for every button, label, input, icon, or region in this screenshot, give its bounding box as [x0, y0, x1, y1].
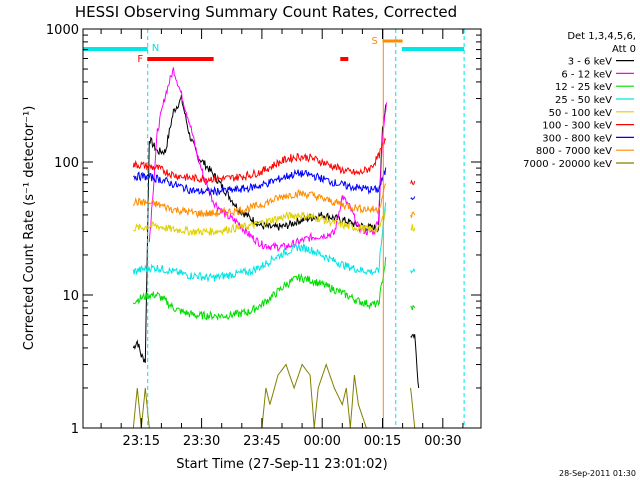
- legend-label: 50 - 100 keV: [549, 108, 613, 119]
- x-tick-label: 23:45: [243, 434, 280, 449]
- series-300-800-kev: [132, 167, 416, 201]
- series-line: [132, 94, 387, 364]
- flare-label: F: [137, 54, 143, 65]
- legend-header: Det 1,3,4,5,6,: [567, 31, 636, 42]
- series-line: [410, 387, 416, 428]
- series-line: [148, 67, 387, 253]
- x-tick-label: 00:00: [303, 434, 340, 449]
- series-line: [132, 167, 387, 197]
- series-line: [132, 256, 387, 321]
- series-line: [132, 137, 387, 184]
- legend-label: 7000 - 20000 keV: [523, 159, 612, 170]
- legend-label: 3 - 6 keV: [568, 57, 612, 68]
- legend-label: 25 - 50 keV: [555, 95, 612, 106]
- y-tick-label: 100: [54, 156, 79, 171]
- x-tick-label: 23:15: [123, 434, 160, 449]
- series-50-100-kev: [133, 208, 416, 237]
- saa-label: S: [372, 36, 378, 47]
- y-axis-label: Corrected Count Rate (s⁻¹ detector⁻¹): [22, 106, 37, 351]
- series-line: [410, 304, 416, 311]
- series-line: [132, 202, 387, 283]
- series-6-12-kev: [148, 67, 387, 253]
- y-tick-label: 10: [62, 289, 79, 304]
- x-axis: 23:15 23:30 23:45 00:00 00:15 00:30: [100, 29, 464, 449]
- marker-layer: FN S: [83, 29, 465, 428]
- series-25-50-kev: [132, 202, 416, 283]
- legend-label: 12 - 25 keV: [555, 82, 612, 93]
- series-line: [410, 267, 416, 274]
- x-tick-label: 23:30: [183, 434, 220, 449]
- series-line: [133, 208, 387, 237]
- y-tick-label: 1000: [46, 23, 79, 38]
- x-tick-label: 00:15: [364, 434, 401, 449]
- series-line: [410, 196, 416, 201]
- chart-title: HESSI Observing Summary Count Rates, Cor…: [75, 3, 457, 21]
- legend-label: 800 - 7000 keV: [536, 146, 612, 157]
- x-tick-label: 00:30: [424, 434, 461, 449]
- series-100-300-kev: [132, 137, 416, 186]
- legend-label: 6 - 12 keV: [561, 69, 612, 80]
- plot-area: FN S: [82, 28, 482, 429]
- night-label: N: [152, 43, 159, 54]
- series-line: [410, 224, 416, 232]
- series-12-25-kev: [132, 256, 416, 321]
- y-axis: 1 10 100 1000: [46, 23, 481, 437]
- series-3-6-kev: [132, 94, 420, 389]
- legend-label: 100 - 300 keV: [542, 121, 612, 132]
- series-line: [132, 362, 374, 428]
- series-line: [132, 183, 387, 219]
- series-7000-20000-kev: [132, 362, 416, 428]
- y-tick-label: 1: [71, 422, 79, 437]
- series-layer: [132, 67, 420, 428]
- legend-header: Att 0: [612, 44, 636, 55]
- footer-timestamp: 28-Sep-2011 01:30: [559, 469, 636, 478]
- series-line: [410, 211, 416, 218]
- x-axis-label: Start Time (27-Sep-11 23:01:02): [176, 457, 387, 472]
- series-800-7000-kev: [132, 183, 416, 219]
- legend-label: 300 - 800 keV: [542, 133, 612, 144]
- series-line: [410, 333, 420, 389]
- series-line: [410, 179, 416, 186]
